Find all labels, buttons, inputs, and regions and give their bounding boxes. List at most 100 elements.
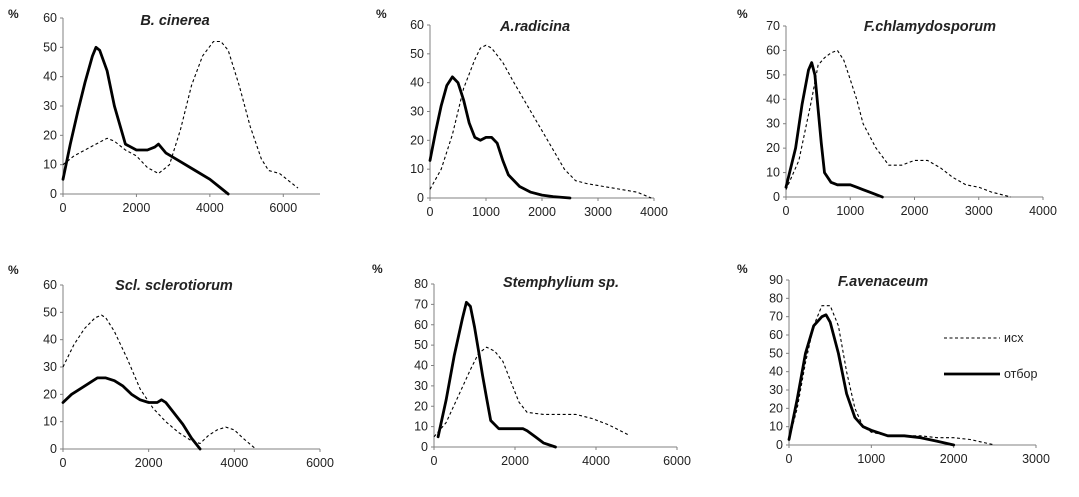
x-tick-label: 4000 (640, 205, 668, 219)
legend: исх отбор (944, 331, 1038, 381)
series-line-otbor (787, 313, 956, 447)
y-tick-label: 10 (43, 158, 57, 172)
y-tick-label: 20 (766, 141, 780, 155)
y-axis-label: % (737, 7, 748, 21)
panel-title: F.chlamydosporum (864, 19, 996, 35)
y-tick-label: 80 (769, 291, 783, 305)
y-tick-label: 10 (43, 415, 57, 429)
x-tick-label: 0 (786, 452, 793, 466)
y-tick-label: 40 (410, 76, 424, 90)
panel-2: 0 10 20 30 40 50 60 0 1000 2000 3000 4000% A.radicin… (376, 7, 668, 219)
y-tick-label: 20 (43, 128, 57, 142)
y-tick-label: 50 (410, 47, 424, 61)
x-tick-label: 4000 (220, 456, 248, 470)
y-tick-label: 10 (414, 420, 428, 434)
panel-3: 0 10 20 30 40 50 60 70 0 1000 2000 3000 4000% F.chlam… (737, 7, 1057, 218)
y-tick-label: 40 (43, 70, 57, 84)
x-tick-label: 6000 (306, 456, 334, 470)
y-tick-label: 30 (43, 360, 57, 374)
x-tick-label: 0 (60, 201, 67, 215)
y-tick-label: 50 (43, 40, 57, 54)
y-axis-label: % (8, 7, 19, 21)
y-tick-label: 40 (766, 92, 780, 106)
panel-title: Stemphylium sp. (503, 275, 619, 291)
y-tick-label: 60 (43, 278, 57, 292)
x-tick-label: 2000 (135, 456, 163, 470)
y-axis-label: % (376, 7, 387, 21)
panel-title: Scl. sclerotiorum (115, 278, 233, 294)
panel-1: 0 10 20 30 40 50 60 0 2000 4000 6000% B. cinerea (8, 7, 320, 215)
panel-title: F.avenaceum (838, 274, 928, 290)
x-tick-label: 0 (431, 454, 438, 468)
series-line-ish (62, 314, 257, 450)
y-tick-label: 20 (410, 133, 424, 147)
x-tick-label: 3000 (965, 204, 993, 218)
y-tick-label: 70 (766, 19, 780, 33)
legend-label: отбор (1004, 367, 1038, 381)
y-tick-label: 70 (769, 310, 783, 324)
y-tick-label: 60 (414, 318, 428, 332)
panel-5: 0 10 20 30 40 50 60 70 80 0 2000 4000 6000% Stemphyli… (372, 262, 691, 468)
y-tick-label: 30 (414, 379, 428, 393)
y-tick-label: 70 (414, 297, 428, 311)
series-line-otbor (784, 61, 884, 199)
y-tick-label: 60 (769, 328, 783, 342)
x-tick-label: 2000 (123, 201, 151, 215)
y-tick-label: 50 (43, 305, 57, 319)
y-tick-label: 0 (421, 440, 428, 454)
x-tick-label: 1000 (836, 204, 864, 218)
y-tick-label: 30 (410, 105, 424, 119)
y-tick-label: 40 (769, 365, 783, 379)
panel-title: B. cinerea (140, 13, 209, 29)
x-tick-label: 2000 (940, 452, 968, 466)
y-axis-label: % (372, 262, 383, 276)
series-line-otbor (61, 376, 202, 451)
y-tick-label: 20 (43, 387, 57, 401)
x-tick-label: 2000 (501, 454, 529, 468)
panel-title: A.radicina (499, 19, 570, 35)
series-line-ish (433, 346, 629, 438)
y-tick-label: 50 (766, 68, 780, 82)
x-tick-label: 3000 (1022, 452, 1050, 466)
x-tick-label: 4000 (1029, 204, 1057, 218)
panel-6: 0 10 20 30 40 50 60 70 80 90 0 1000 2000 3000% F.avena… (737, 262, 1050, 466)
y-tick-label: 60 (766, 43, 780, 57)
series-line-otbor (61, 45, 230, 196)
x-tick-label: 6000 (269, 201, 297, 215)
y-tick-label: 20 (414, 399, 428, 413)
series-line-otbor (428, 75, 572, 200)
y-axis-label: % (737, 262, 748, 276)
x-tick-label: 6000 (663, 454, 691, 468)
y-tick-label: 60 (410, 18, 424, 32)
y-tick-label: 30 (769, 383, 783, 397)
y-tick-label: 30 (766, 117, 780, 131)
x-tick-label: 1000 (472, 205, 500, 219)
y-tick-label: 20 (769, 401, 783, 415)
series-line-ish (429, 44, 652, 199)
y-tick-label: 0 (50, 187, 57, 201)
y-tick-label: 80 (414, 277, 428, 291)
y-tick-label: 40 (43, 333, 57, 347)
x-tick-label: 4000 (196, 201, 224, 215)
y-tick-label: 90 (769, 273, 783, 287)
y-tick-label: 30 (43, 99, 57, 113)
series-line-ish (785, 49, 1012, 198)
y-tick-label: 40 (414, 359, 428, 373)
y-tick-label: 50 (414, 338, 428, 352)
panel-4: 0 10 20 30 40 50 60 0 2000 4000 6000% Scl. scleroti… (8, 263, 334, 470)
legend-label: исх (1004, 331, 1024, 345)
y-tick-label: 0 (773, 190, 780, 204)
y-tick-label: 60 (43, 11, 57, 25)
y-tick-label: 0 (50, 442, 57, 456)
x-tick-label: 2000 (901, 204, 929, 218)
series-line-ish (62, 40, 299, 189)
y-tick-label: 0 (417, 191, 424, 205)
series-line-otbor (436, 300, 557, 449)
y-tick-label: 10 (410, 162, 424, 176)
x-tick-label: 3000 (584, 205, 612, 219)
y-tick-label: 10 (766, 166, 780, 180)
y-tick-label: 50 (769, 346, 783, 360)
x-tick-label: 0 (427, 205, 434, 219)
x-tick-label: 0 (783, 204, 790, 218)
y-axis-label: % (8, 263, 19, 277)
